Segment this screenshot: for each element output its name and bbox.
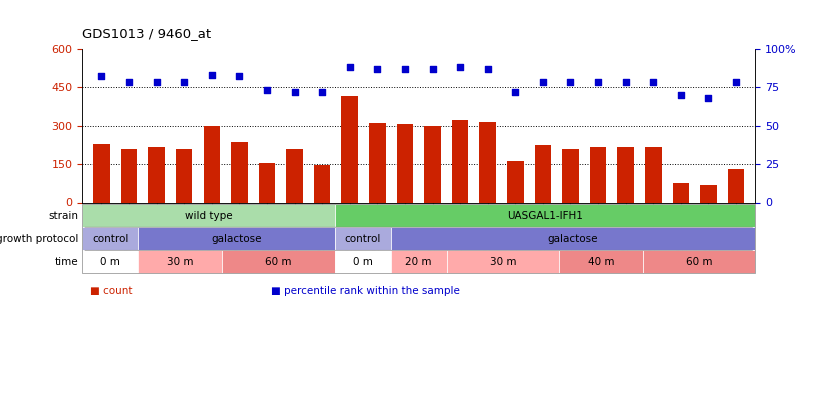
Text: 60 m: 60 m: [686, 257, 713, 267]
Point: [177, 79, 190, 86]
Point: [398, 65, 411, 72]
Point: [371, 65, 384, 72]
Text: ▶: ▶: [83, 236, 89, 242]
Bar: [700, 185, 717, 202]
Bar: [149, 147, 165, 202]
Point: [260, 87, 273, 94]
Text: ■ percentile rank within the sample: ■ percentile rank within the sample: [271, 286, 460, 296]
Bar: [204, 126, 220, 202]
Point: [702, 95, 715, 101]
Text: 40 m: 40 m: [588, 257, 614, 267]
Text: 0 m: 0 m: [100, 257, 120, 267]
Bar: [562, 149, 579, 202]
Point: [233, 73, 246, 79]
Point: [426, 65, 439, 72]
Point: [481, 65, 494, 72]
Bar: [424, 126, 441, 202]
Text: 30 m: 30 m: [167, 257, 194, 267]
Bar: [259, 163, 275, 202]
Bar: [727, 169, 745, 202]
Text: time: time: [54, 257, 78, 267]
Bar: [342, 96, 358, 202]
Text: ▶: ▶: [83, 259, 89, 265]
Bar: [645, 147, 662, 202]
Point: [591, 79, 604, 86]
Text: control: control: [345, 234, 381, 244]
Point: [619, 79, 632, 86]
Bar: [534, 145, 551, 202]
Bar: [287, 149, 303, 202]
Bar: [397, 124, 413, 202]
Point: [95, 73, 108, 79]
Bar: [479, 122, 496, 202]
Point: [288, 88, 301, 95]
Bar: [176, 149, 192, 202]
Text: growth protocol: growth protocol: [0, 234, 78, 244]
Text: 30 m: 30 m: [489, 257, 516, 267]
Text: galactose: galactose: [548, 234, 599, 244]
Bar: [452, 120, 468, 202]
Text: control: control: [92, 234, 128, 244]
Point: [150, 79, 163, 86]
Text: 20 m: 20 m: [406, 257, 432, 267]
Text: galactose: galactose: [211, 234, 262, 244]
Bar: [589, 147, 607, 202]
Text: GDS1013 / 9460_at: GDS1013 / 9460_at: [82, 28, 211, 40]
Point: [453, 64, 466, 70]
Point: [509, 88, 522, 95]
Bar: [369, 123, 386, 202]
Point: [674, 92, 687, 98]
Point: [536, 79, 549, 86]
Bar: [507, 162, 524, 202]
Bar: [314, 165, 330, 202]
Text: 60 m: 60 m: [265, 257, 291, 267]
Bar: [231, 142, 248, 202]
Text: UASGAL1-IFH1: UASGAL1-IFH1: [507, 211, 583, 221]
Point: [315, 88, 328, 95]
Bar: [672, 183, 689, 202]
Bar: [93, 143, 110, 202]
Text: ■ count: ■ count: [90, 286, 133, 296]
Point: [647, 79, 660, 86]
Text: 0 m: 0 m: [353, 257, 373, 267]
Point: [343, 64, 356, 70]
Text: ▶: ▶: [83, 213, 89, 219]
Text: strain: strain: [48, 211, 78, 221]
Point: [564, 79, 577, 86]
Point: [205, 72, 218, 78]
Bar: [617, 147, 634, 202]
Point: [122, 79, 135, 86]
Point: [729, 79, 742, 86]
Bar: [121, 149, 137, 202]
Text: wild type: wild type: [185, 211, 232, 221]
